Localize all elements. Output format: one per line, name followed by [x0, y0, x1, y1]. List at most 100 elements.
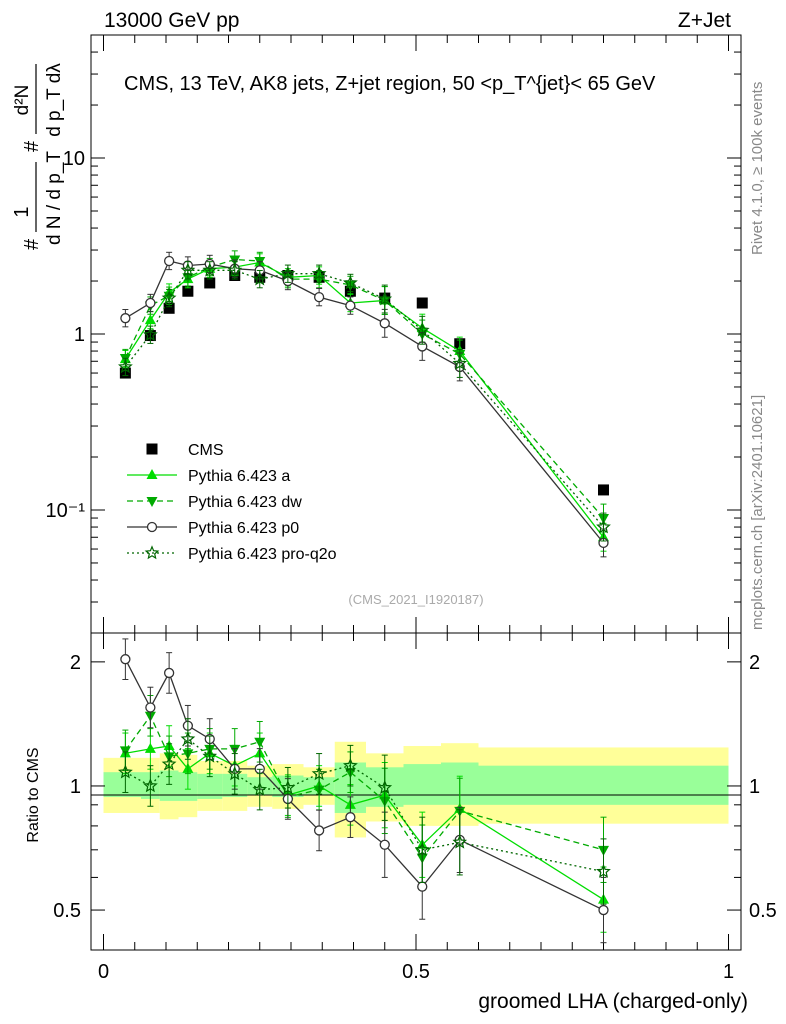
main-series-pythia-6-423-pro-q2o — [118, 261, 611, 542]
x-tick-label: 0 — [98, 961, 109, 983]
y-label-dpt-dlambda: d p_T dλ — [44, 63, 65, 137]
ratio-point-pythia-6-423-p0 — [120, 654, 131, 665]
legend-item: Pythia 6.423 p0 — [127, 520, 299, 537]
ratio-point-pythia-6-423-pro-q2o — [143, 778, 158, 793]
main-point-cms — [163, 302, 175, 314]
legend-marker — [144, 545, 160, 560]
main-point-pythia-6-423-pro-q2o — [311, 265, 327, 281]
ratio-y-tick-label: 1 — [70, 776, 81, 798]
legend-label: CMS — [188, 442, 224, 459]
x-tick-label: 0.5 — [402, 961, 430, 983]
main-point-pythia-6-423-p0 — [163, 255, 175, 267]
main-point-cms — [416, 297, 428, 309]
x-tick-label: 1 — [723, 961, 734, 983]
axes-ticks: 10⁻¹ 1 10 0.5 0.5 1 1 2 2 0 0.5 1 — [46, 35, 777, 983]
main-point-pythia-6-423-a — [144, 314, 156, 325]
main-point-pythia-6-423-pro-q2o — [143, 327, 158, 342]
main-point-pythia-6-423-pro-q2o — [377, 291, 393, 306]
y-label-frac-num: 1 — [11, 206, 33, 217]
main-point-pythia-6-423-p0 — [345, 300, 356, 311]
main-line-pythia-6-423-pro-q2o — [124, 269, 604, 528]
main-point-pythia-6-423-pro-q2o — [227, 262, 243, 277]
ratio-point-pythia-6-423-pro-q2o — [202, 748, 218, 763]
y-label-frac-den: d N / d p_T — [44, 151, 65, 245]
legend-marker — [146, 497, 158, 507]
legend-label: Pythia 6.423 dw — [188, 494, 302, 511]
main-point-pythia-6-423-p0 — [379, 318, 390, 329]
main-y-tick-label: 10⁻¹ — [46, 500, 86, 522]
main-plot-frame — [90, 34, 742, 634]
ratio-point-pythia-6-423-pro-q2o — [414, 842, 430, 857]
ratio-y-tick-label: 0.5 — [53, 900, 81, 922]
main-point-pythia-6-423-pro-q2o — [180, 262, 196, 277]
chart-title: CMS, 13 TeV, AK8 jets, Z+jet region, 50 … — [124, 73, 656, 95]
ratio-band-green — [478, 765, 729, 805]
ratio-y-tick-label-right: 1 — [749, 776, 760, 798]
ratio-y-tick-label: 2 — [70, 652, 81, 674]
analysis-id-label: (CMS_2021_I1920187) — [348, 592, 483, 607]
ratio-point-pythia-6-423-p0 — [417, 881, 428, 892]
legend-item: Pythia 6.423 dw — [127, 494, 302, 511]
header-right: Z+Jet — [678, 9, 731, 32]
legend-marker — [146, 443, 158, 455]
main-point-cms — [598, 484, 609, 496]
ratio-point-pythia-6-423-dw — [119, 746, 131, 757]
ratio-point-pythia-6-423-pro-q2o — [252, 781, 268, 796]
ratio-line-pythia-6-423-p0 — [124, 658, 604, 911]
main-series-cms — [119, 269, 609, 496]
ratio-band-green — [403, 764, 441, 805]
ratio-uncertainty-bands — [103, 741, 729, 838]
main-y-label: # 1 d N / d p_T # d²N d p_T dλ — [11, 63, 65, 250]
ratio-point-pythia-6-423-pro-q2o — [118, 764, 133, 779]
main-point-pythia-6-423-pro-q2o — [161, 290, 177, 305]
main-y-tick-label: 1 — [74, 324, 85, 346]
ratio-point-pythia-6-423-p0 — [145, 702, 156, 713]
main-point-pythia-6-423-p0 — [313, 291, 325, 303]
x-axis-label: groomed LHA (charged-only) — [478, 990, 748, 1013]
ratio-point-pythia-6-423-pro-q2o — [343, 757, 358, 772]
legend-label: Pythia 6.423 a — [188, 468, 290, 485]
ratio-band-green — [159, 770, 179, 801]
ratio-line-pythia-6-423-pro-q2o — [125, 738, 604, 873]
main-point-pythia-6-423-p0 — [145, 297, 156, 309]
ratio-series-group — [118, 638, 611, 944]
y-label-d2n: d²N — [12, 85, 33, 116]
ratio-point-pythia-6-423-dw — [254, 737, 266, 748]
ratio-point-pythia-6-423-pro-q2o — [180, 731, 196, 746]
ratio-point-pythia-6-423-a — [144, 742, 156, 753]
main-point-cms — [182, 285, 194, 297]
legend-item: Pythia 6.423 pro-q2o — [127, 545, 337, 563]
ratio-point-pythia-6-423-pro-q2o — [280, 780, 296, 795]
ratio-point-pythia-6-423-p0 — [163, 667, 175, 679]
main-point-pythia-6-423-p0 — [120, 313, 131, 324]
ratio-point-pythia-6-423-pro-q2o — [377, 780, 393, 795]
ratio-point-pythia-6-423-pro-q2o — [596, 863, 611, 878]
legend: CMS Pythia 6.423 a Pythia 6.423 dw Pythia 6… — [127, 442, 337, 563]
chart-title-text: CMS, 13 TeV, AK8 jets, Z+jet region, 50 … — [124, 73, 656, 95]
main-point-pythia-6-423-pro-q2o — [452, 355, 468, 370]
ratio-y-tick-label-right: 2 — [749, 652, 760, 674]
ratio-point-pythia-6-423-p0 — [313, 825, 325, 836]
main-point-pythia-6-423-pro-q2o — [280, 265, 296, 281]
ratio-point-pythia-6-423-pro-q2o — [227, 766, 243, 781]
main-point-pythia-6-423-pro-q2o — [343, 275, 358, 290]
main-series-group — [118, 250, 611, 558]
rivet-label: Rivet 4.1.0, ≥ 100k events — [749, 82, 766, 255]
ratio-y-label: Ratio to CMS — [25, 747, 42, 842]
legend-item: CMS — [146, 442, 224, 459]
y-label-hash1: # — [21, 238, 43, 250]
main-point-pythia-6-423-pro-q2o — [118, 359, 133, 374]
y-label-hash2: # — [21, 140, 43, 152]
main-point-pythia-6-423-pro-q2o — [202, 262, 218, 277]
ratio-point-pythia-6-423-pro-q2o — [452, 834, 468, 849]
ratio-series-pythia-6-423-pro-q2o — [118, 718, 611, 905]
main-point-pythia-6-423-pro-q2o — [252, 271, 268, 286]
legend-marker — [146, 469, 158, 479]
mcplots-label: mcplots.cern.ch [arXiv:2401.10621] — [749, 395, 766, 630]
main-line-pythia-6-423-a — [124, 261, 605, 538]
legend-label: Pythia 6.423 p0 — [188, 520, 299, 537]
ratio-point-pythia-6-423-pro-q2o — [311, 766, 327, 781]
main-y-tick-label: 10 — [63, 148, 85, 170]
ratio-point-pythia-6-423-p0 — [345, 812, 356, 823]
